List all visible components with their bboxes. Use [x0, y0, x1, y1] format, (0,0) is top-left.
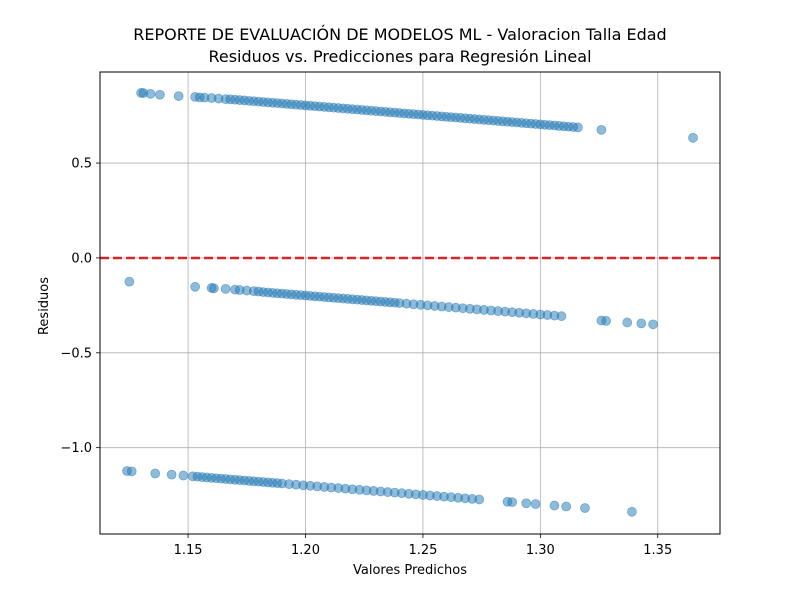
scatter-point — [124, 276, 135, 287]
data-points — [122, 87, 698, 517]
scatter-point — [573, 122, 583, 133]
scatter-point — [648, 319, 658, 330]
chart-title: REPORTE DE EVALUACIÓN DE MODELOS ML - Va… — [133, 25, 667, 44]
scatter-point — [596, 124, 607, 135]
y-axis-ticks: −1.0 −0.5 0.0 0.5 — [60, 157, 100, 456]
scatter-point — [209, 283, 219, 294]
scatter-point — [474, 494, 485, 505]
y-tick-label: 0.0 — [71, 251, 92, 266]
scatter-point — [178, 470, 189, 481]
scatter-point — [530, 499, 541, 509]
scatter-point — [507, 497, 518, 508]
plot-frame — [99, 71, 721, 535]
scatter-point — [173, 91, 184, 101]
scatter-point — [220, 283, 231, 294]
scatter-point — [150, 468, 161, 479]
x-axis-ticks: 1.15 1.20 1.25 1.30 1.35 — [174, 534, 672, 558]
scatter-point — [126, 466, 137, 477]
grid-lines — [100, 72, 720, 534]
x-tick-label: 1.15 — [174, 543, 203, 558]
scatter-point — [601, 316, 611, 326]
scatter-point — [688, 132, 698, 143]
y-axis-label: Residuos — [37, 277, 52, 335]
scatter-point — [521, 498, 532, 509]
chart-subtitle: Residuos vs. Predicciones para Regresión… — [208, 47, 592, 66]
scatter-point — [622, 317, 633, 328]
scatter-point — [561, 501, 572, 512]
scatter-point — [190, 281, 201, 292]
y-tick-label: −1.0 — [60, 441, 92, 456]
x-tick-label: 1.35 — [643, 543, 672, 558]
scatter-point — [145, 88, 156, 99]
scatter-point — [549, 500, 560, 511]
x-tick-label: 1.30 — [526, 543, 555, 558]
scatter-point — [580, 503, 590, 513]
scatter-point — [154, 89, 165, 100]
x-axis-label: Valores Predichos — [353, 563, 467, 578]
scatter-point — [627, 506, 637, 517]
scatter-point — [636, 318, 647, 329]
x-tick-label: 1.25 — [408, 543, 437, 558]
scatter-point — [556, 311, 567, 322]
x-tick-label: 1.20 — [291, 543, 320, 558]
y-tick-label: −0.5 — [60, 346, 92, 361]
scatter-point — [166, 469, 177, 480]
y-tick-label: 0.5 — [71, 157, 92, 172]
